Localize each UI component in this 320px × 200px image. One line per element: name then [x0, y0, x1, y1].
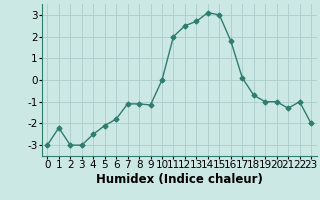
X-axis label: Humidex (Indice chaleur): Humidex (Indice chaleur) — [96, 173, 263, 186]
